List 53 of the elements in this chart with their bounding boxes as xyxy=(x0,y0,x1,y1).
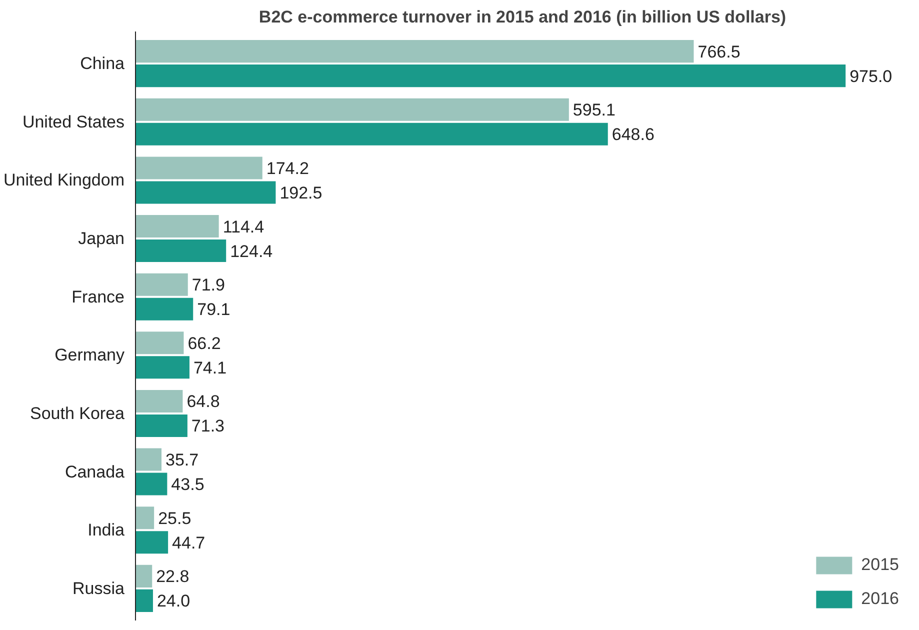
bar xyxy=(136,390,183,412)
data-label: 124.4 xyxy=(230,242,273,261)
y-tick-label: Germany xyxy=(54,346,125,365)
y-tick-label: Japan xyxy=(78,229,125,248)
data-label: 35.7 xyxy=(166,450,199,470)
data-label: 114.4 xyxy=(222,217,264,236)
bar xyxy=(136,181,276,204)
bar xyxy=(136,531,168,554)
bar xyxy=(136,298,194,320)
y-tick-label: Canada xyxy=(64,462,126,482)
legend-label: 2016 xyxy=(861,589,899,609)
data-label: 192.5 xyxy=(280,183,322,202)
bar xyxy=(136,98,569,121)
data-label: 595.1 xyxy=(572,100,616,120)
bar xyxy=(136,273,188,296)
data-label: 66.2 xyxy=(188,334,221,353)
bar xyxy=(136,414,188,437)
data-label: 44.7 xyxy=(172,533,206,552)
y-tick-label: China xyxy=(80,54,126,74)
bar xyxy=(136,472,168,496)
bar xyxy=(136,506,154,530)
bar xyxy=(136,448,162,471)
y-tick-label: France xyxy=(72,287,125,306)
bar xyxy=(136,156,262,180)
data-label: 174.2 xyxy=(266,158,309,178)
y-tick-label: United States xyxy=(22,112,125,132)
data-label: 975.0 xyxy=(850,66,892,86)
data-label: 79.1 xyxy=(197,300,230,320)
bar xyxy=(136,332,184,354)
bar xyxy=(136,589,153,612)
y-tick-label: United Kingdom xyxy=(4,170,125,190)
y-tick-label: South Korea xyxy=(30,404,126,423)
bar xyxy=(136,40,694,63)
y-tick-label: India xyxy=(88,520,126,540)
bar xyxy=(136,122,608,146)
y-tick-label: Russia xyxy=(72,578,126,598)
data-label: 43.5 xyxy=(171,475,204,494)
bar xyxy=(136,215,219,238)
data-label: 64.8 xyxy=(186,392,220,412)
bar xyxy=(136,240,226,262)
data-label: 648.6 xyxy=(612,125,654,144)
data-label: 74.1 xyxy=(193,358,227,378)
bar xyxy=(136,356,190,379)
data-label: 766.5 xyxy=(698,42,740,62)
data-label: 25.5 xyxy=(158,508,192,528)
chart-title: B2C e-commerce turnover in 2015 and 2016 (in billion US dollars) xyxy=(258,8,786,26)
bar xyxy=(136,64,846,88)
bar xyxy=(136,564,152,588)
data-label: 22.8 xyxy=(156,567,190,586)
data-label: 24.0 xyxy=(156,592,190,611)
data-label: 71.3 xyxy=(191,416,225,436)
data-label: 71.9 xyxy=(192,276,225,295)
legend-label: 2015 xyxy=(861,555,899,575)
